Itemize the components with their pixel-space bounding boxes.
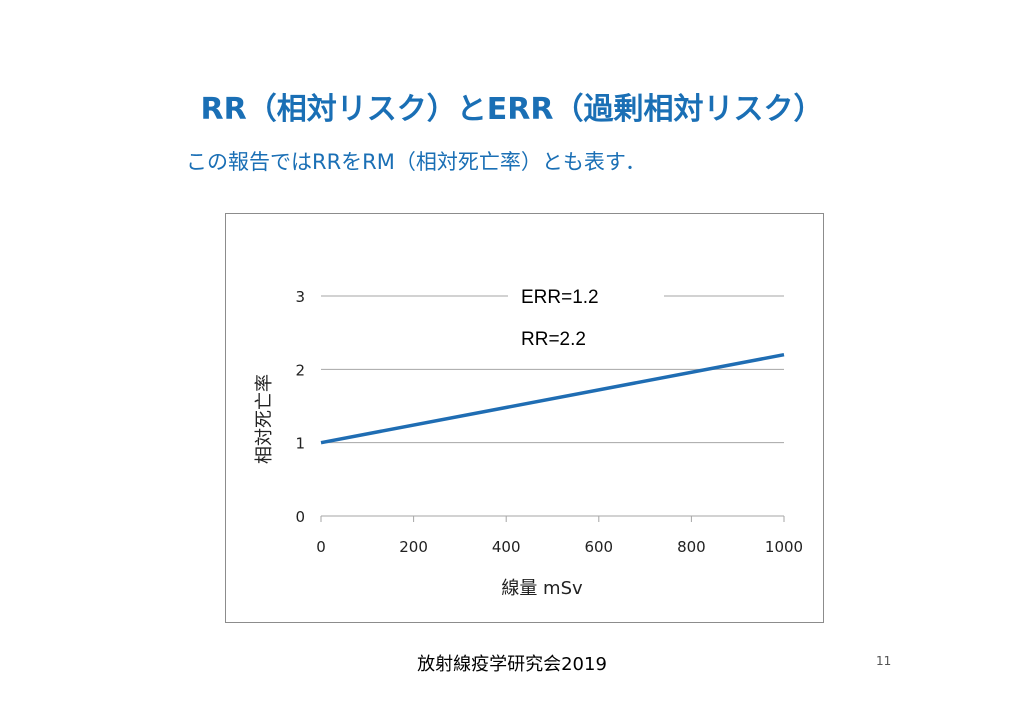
page-number: 11 [876,654,892,668]
chart-frame: 0 1 2 3 0 200 400 600 800 1000 ERR=1.2 RR=2.2 線量 m… [225,213,824,623]
series-layer [320,352,785,445]
x-axis [320,515,785,522]
y-tick-label: 0 [295,508,305,526]
x-tick-label: 200 [399,538,428,556]
slide-title: RR（相対リスク）とERR（過剰相対リスク） [200,92,824,127]
annotation-label: ERR=1.2 [521,287,599,308]
x-tick-label: 0 [316,538,326,556]
annotations: ERR=1.2 RR=2.2 [508,284,664,350]
x-tick-label: 800 [677,538,706,556]
slide-subtitle: この報告ではRRをRM（相対死亡率）とも表す． [186,150,647,174]
series-line-0 [320,352,785,445]
x-axis-title: 線量 mSv [501,578,583,599]
annotation-backdrop [508,284,664,308]
line-chart: 0 1 2 3 0 200 400 600 800 1000 ERR=1.2 RR=2.2 線量 m… [254,284,803,599]
y-axis-title: 相対死亡率 [254,374,275,464]
x-tick-label: 400 [492,538,521,556]
y-tick-label: 1 [295,435,305,453]
y-tick-label: 2 [295,361,305,379]
tick-labels: 0 1 2 3 0 200 400 600 800 1000 [295,288,803,556]
x-tick-label: 600 [584,538,613,556]
footer-organization: 放射線疫学研究会2019 [417,654,607,675]
annotation-label: RR=2.2 [521,329,586,350]
x-tick-label: 1000 [765,538,803,556]
y-tick-label: 3 [295,288,305,306]
